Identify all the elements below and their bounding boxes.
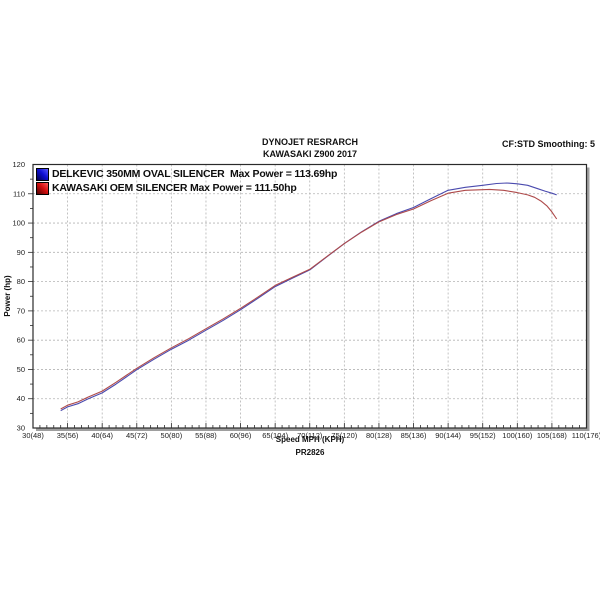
x-tick-label: 35(56): [57, 431, 79, 440]
x-tick-label: 55(88): [195, 431, 217, 440]
y-tick-label: 30: [17, 424, 25, 433]
legend-item-oem: KAWASAKI OEM SILENCER Max Power = 111.50…: [36, 181, 337, 195]
x-tick-label: 65(104): [262, 431, 288, 440]
x-tick-label: 90(144): [435, 431, 461, 440]
x-axis-label: Speed MPH (KPH): [275, 435, 345, 444]
x-tick-label: 40(64): [91, 431, 113, 440]
y-tick-label: 110: [13, 189, 25, 198]
x-tick-label: 70(112): [297, 431, 323, 440]
chart-title: DYNOJET RESRARCH: [261, 137, 358, 147]
chart-subtitle: KAWASAKI Z900 2017: [262, 149, 358, 159]
x-tick-label: 80(128): [366, 431, 392, 440]
plot-background: [33, 164, 587, 428]
x-tick-label: 50(80): [161, 431, 183, 440]
legend-label-delkevic: DELKEVIC 350MM OVAL SILENCER Max Power =…: [52, 168, 338, 180]
y-tick-label: 50: [17, 365, 25, 374]
x-tick-label: 30(48): [22, 431, 44, 440]
y-tick-label: 80: [17, 277, 25, 286]
smoothing-note: CF:STD Smoothing: 5: [502, 139, 595, 149]
x-tick-label: 100(160): [502, 431, 533, 440]
x-tick-label: 45(72): [126, 431, 148, 440]
run-code-footnote: PR2826: [295, 448, 325, 457]
delkevic-color-swatch: [36, 167, 49, 181]
y-tick-label: 60: [17, 336, 25, 345]
oem-series-line: [60, 188, 558, 410]
legend-item-delkevic: DELKEVIC 350MM OVAL SILENCER Max Power =…: [36, 167, 337, 181]
x-tick-label: 95(152): [470, 431, 496, 440]
y-tick-label: 90: [17, 248, 25, 257]
oem-color-swatch: [36, 181, 49, 195]
x-tick-label: 85(136): [401, 431, 427, 440]
x-tick-label: 60(96): [230, 431, 252, 440]
y-tick-label: 40: [17, 394, 25, 403]
y-tick-label: 120: [12, 160, 25, 169]
y-axis-label: Power (hp): [3, 275, 12, 317]
x-tick-label: 110(176): [572, 431, 600, 440]
y-tick-label: 70: [17, 306, 25, 315]
legend-label-oem: KAWASAKI OEM SILENCER Max Power = 111.50…: [52, 182, 297, 194]
chart-legend: DELKEVIC 350MM OVAL SILENCER Max Power =…: [36, 167, 337, 195]
x-tick-label: 105(168): [537, 431, 568, 440]
x-tick-label: 75(120): [331, 431, 357, 440]
y-tick-label: 100: [12, 219, 25, 228]
